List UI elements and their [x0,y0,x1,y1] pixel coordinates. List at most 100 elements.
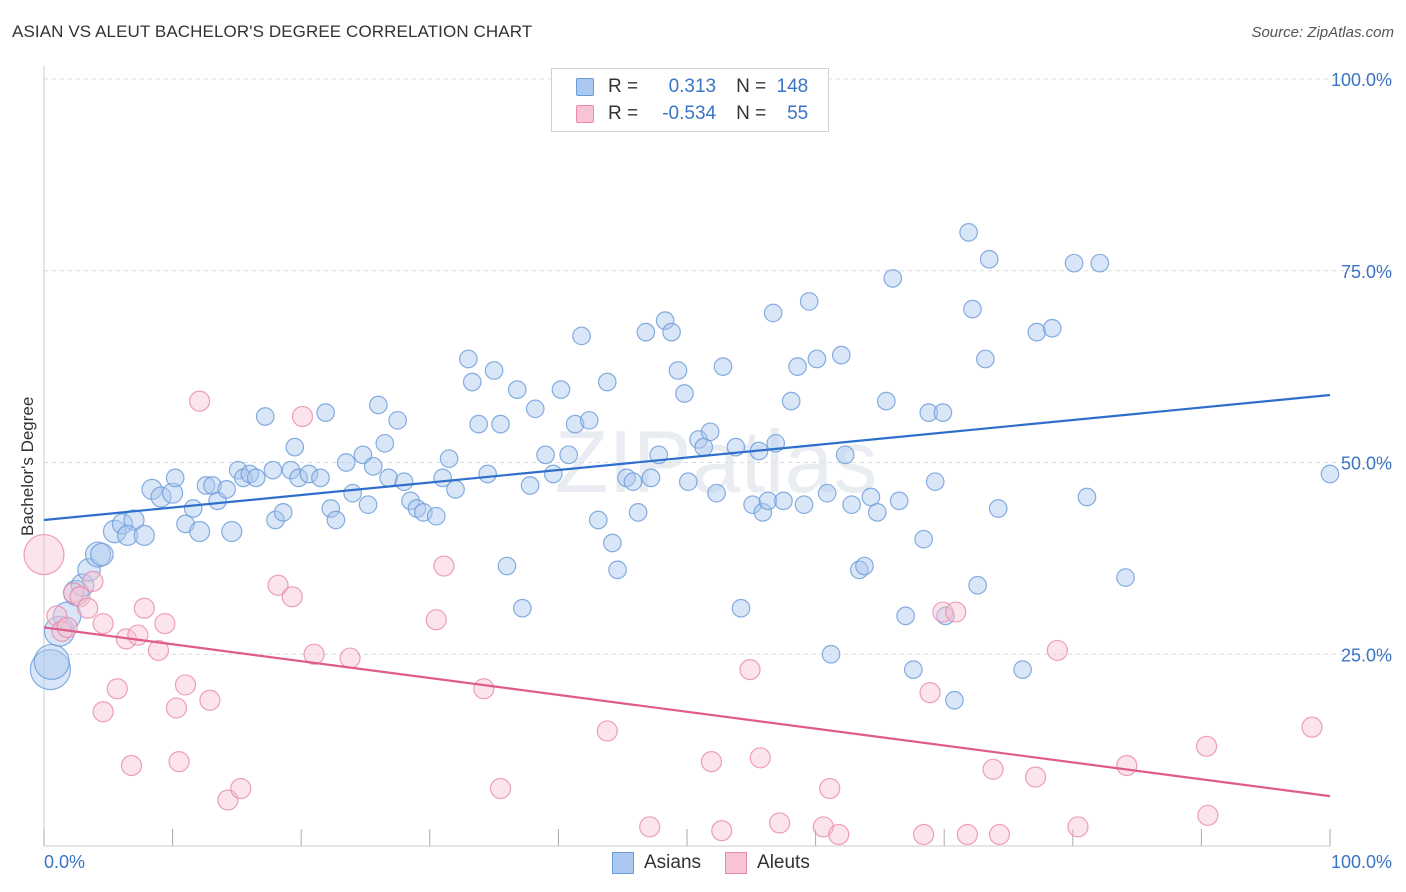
legend-r-value: 0.313 [668,76,717,97]
data-point [1067,816,1089,838]
data-point [446,479,465,499]
legend-r-value: -0.534 [662,103,717,124]
x-tick-label: 0.0% [44,852,85,872]
data-point [700,751,723,773]
data-point [358,495,378,515]
data-point [291,405,314,428]
data-point [988,499,1008,518]
data-point [459,349,478,369]
data-point [183,499,203,518]
data-point [162,482,184,504]
data-point [199,689,221,711]
data-point [812,816,834,838]
data-point [933,403,953,422]
y-tick-label: 25.0% [1341,645,1392,665]
data-point [1195,735,1218,757]
data-point [497,556,517,576]
data-point [56,616,78,639]
legend-r-label: R = [608,103,639,124]
data-point [267,574,289,596]
data-point [831,345,851,365]
data-point [388,410,407,430]
data-point [817,483,837,503]
data-point [120,754,143,777]
data-point [588,510,608,530]
data-point [794,495,814,515]
legend-item-aleuts[interactable]: Aleuts [725,852,810,874]
data-point [749,747,771,769]
data-point [339,647,361,669]
legend-r-label: R = [608,76,639,97]
data-point [739,658,761,681]
source-credit: Source: ZipAtlas.com [1251,24,1394,41]
data-point [326,510,346,530]
data-point [763,303,783,323]
data-point [507,380,527,399]
data-point [758,491,778,511]
watermark: ZIPatlas [555,412,878,511]
data-point [919,681,941,704]
data-point [959,223,978,242]
data-point [491,414,510,434]
data-point [29,648,72,691]
data-point [281,460,301,480]
data-point [919,403,939,422]
data-point [883,269,903,288]
trend-line [43,393,1331,522]
y-tick-label: 50.0% [1341,454,1392,474]
data-point [968,575,987,595]
data-point [273,503,293,522]
y-tick-label: 75.0% [1341,262,1392,282]
data-point [903,660,923,679]
legend-item-asians[interactable]: Asians [612,852,701,874]
legend-swatch-asians [576,78,594,96]
data-point [641,468,661,488]
data-point [433,555,455,577]
data-point [133,597,155,619]
data-point [289,468,308,488]
data-point [133,524,155,546]
data-point [116,524,139,546]
data-point [855,556,874,576]
data-point [799,292,819,311]
data-point [565,414,585,434]
data-point [394,472,414,492]
data-point [700,422,720,442]
legend-row-asians: R = 0.313 N = 148 [576,74,808,100]
data-point [1116,568,1135,587]
data-point [439,449,459,469]
data-point [597,372,617,392]
data-point [945,690,964,710]
legend-n-label: N = [736,103,767,124]
data-point [768,812,791,834]
data-point [196,476,216,495]
data-point [628,503,648,522]
data-point [23,533,65,576]
data-point [321,499,341,518]
data-point [246,468,266,488]
data-point [572,326,591,346]
data-point [956,823,978,846]
series-asians [29,223,1340,710]
data-point [896,606,915,626]
data-point [1301,716,1323,738]
data-point [731,598,751,618]
data-point [111,513,134,535]
data-point [807,349,827,369]
data-point [623,472,643,492]
data-point [311,468,330,488]
data-point [303,643,325,665]
data-point [106,678,128,700]
data-point [536,445,555,465]
data-point [84,541,112,568]
data-point [425,609,447,631]
legend-n-label: N = [736,76,767,97]
data-point [668,361,688,380]
data-point [230,777,252,800]
data-point [603,533,622,553]
data-point [774,491,793,511]
data-point [189,520,211,543]
legend-swatch-aleuts [576,105,594,123]
data-point [174,674,197,696]
